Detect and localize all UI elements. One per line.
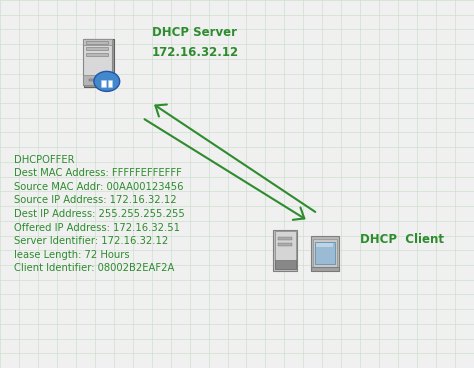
Circle shape (94, 71, 119, 91)
FancyBboxPatch shape (311, 236, 339, 270)
FancyBboxPatch shape (101, 79, 106, 87)
Text: 172.16.32.12: 172.16.32.12 (152, 46, 239, 59)
Text: DHCPOFFER
Dest MAC Address: FFFFFEFFEFFF
Source MAC Addr: 00AA00123456
Source IP: DHCPOFFER Dest MAC Address: FFFFFEFFEFFF… (14, 155, 185, 273)
FancyBboxPatch shape (313, 239, 337, 268)
FancyBboxPatch shape (108, 79, 112, 87)
Text: DHCP  Client: DHCP Client (360, 233, 444, 246)
FancyBboxPatch shape (278, 243, 292, 245)
FancyBboxPatch shape (278, 237, 292, 240)
FancyBboxPatch shape (274, 231, 296, 269)
FancyBboxPatch shape (82, 39, 111, 85)
FancyBboxPatch shape (84, 39, 114, 87)
FancyBboxPatch shape (90, 79, 106, 81)
FancyBboxPatch shape (86, 47, 109, 50)
FancyBboxPatch shape (86, 53, 109, 56)
FancyBboxPatch shape (274, 260, 296, 269)
FancyBboxPatch shape (82, 75, 111, 85)
FancyBboxPatch shape (273, 230, 297, 270)
FancyBboxPatch shape (311, 267, 339, 270)
FancyBboxPatch shape (316, 243, 333, 247)
FancyBboxPatch shape (82, 39, 111, 45)
FancyBboxPatch shape (315, 242, 335, 264)
Text: DHCP Server: DHCP Server (152, 26, 237, 39)
FancyBboxPatch shape (86, 41, 109, 45)
